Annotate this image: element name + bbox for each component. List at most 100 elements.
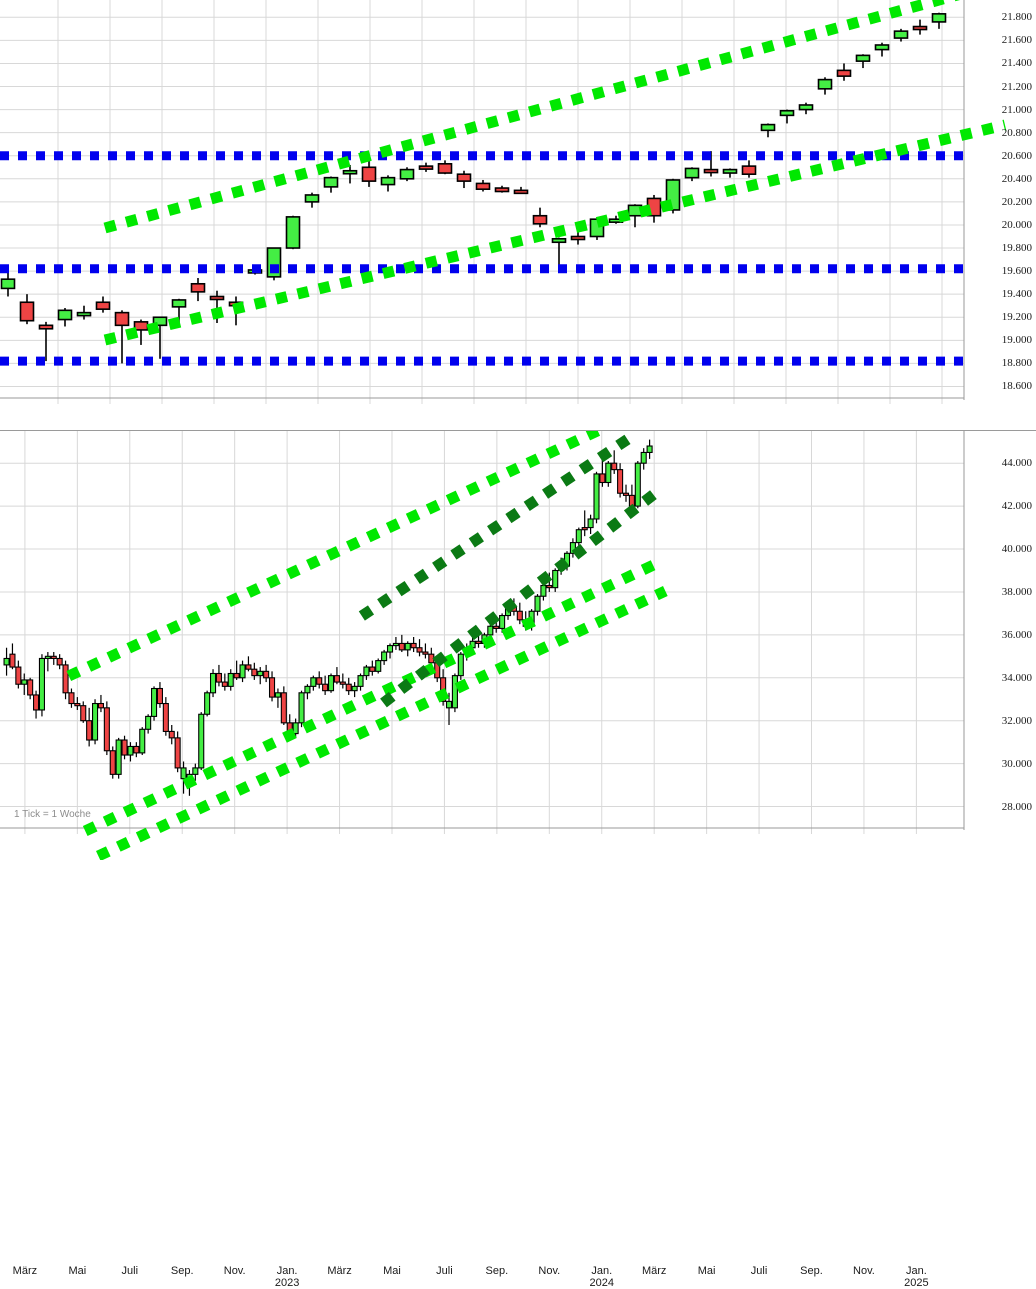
y-axis-tick-label: 19.200 <box>1001 311 1032 324</box>
candle-body <box>457 653 464 677</box>
candle-body <box>855 54 871 62</box>
y-axis-tick-label: 19.600 <box>1001 265 1032 278</box>
candle-body <box>174 737 181 769</box>
candle-body <box>121 739 128 756</box>
x-axis-tick-label: März <box>12 1265 38 1277</box>
candle-body <box>703 168 719 174</box>
candle-body <box>33 694 40 711</box>
upper-chart-canvas[interactable] <box>0 0 1036 430</box>
candle-body <box>327 675 335 692</box>
candle-body <box>114 311 130 327</box>
candle-body <box>722 168 738 174</box>
x-axis-tick-label: Sep. <box>485 1265 509 1277</box>
y-axis-tick-label: 20.200 <box>1001 195 1032 208</box>
candle-body <box>62 664 69 694</box>
candle-body <box>456 173 472 182</box>
candle-body <box>322 683 329 692</box>
candle-body <box>634 462 641 507</box>
x-axis-tick-sublabel: 2025 <box>904 1277 929 1289</box>
candle-body <box>532 214 548 225</box>
candle-body <box>304 194 320 203</box>
candle-body <box>57 309 73 321</box>
x-axis-tick-label: Mai <box>697 1265 716 1277</box>
candle-body <box>931 13 947 23</box>
y-axis-tick-label: 19.800 <box>1001 242 1032 255</box>
candle-body <box>546 584 553 589</box>
y-axis-tick-label: 40.000 <box>1001 543 1032 556</box>
candle-body <box>239 664 246 679</box>
candle-body <box>817 78 833 90</box>
x-axis-tick-label: Sep. <box>800 1265 823 1277</box>
y-axis-tick-label: 20.800 <box>1001 126 1032 139</box>
y-axis-tick-label: 18.800 <box>1001 357 1032 370</box>
y-axis-tick-label: 30.000 <box>1001 757 1032 770</box>
candle-body <box>587 518 594 529</box>
candle-body <box>339 681 346 685</box>
lower-chart-panel[interactable]: 44.000 42.000 40.000 38.000 36.000 34.000 32.0… <box>0 430 1036 1289</box>
x-axis-tick-label: März <box>327 1265 352 1277</box>
candle-body <box>798 104 814 111</box>
candle-body <box>38 657 46 711</box>
candle-body <box>0 278 16 290</box>
candle-body <box>437 163 453 174</box>
candle-body <box>404 642 411 651</box>
candle-body <box>381 651 388 662</box>
candle-body <box>97 702 104 709</box>
candle-body <box>475 182 491 190</box>
candle-body <box>363 666 370 677</box>
candle-series <box>0 12 947 364</box>
candle-body <box>257 670 264 677</box>
tick-interval-note: 1 Tick = 1 Woche <box>14 809 91 820</box>
candle-body <box>21 679 28 685</box>
candle-body <box>836 69 852 77</box>
candle-body <box>139 728 146 754</box>
candle-body <box>56 657 63 666</box>
candle-body <box>581 527 588 531</box>
candle-body <box>646 445 653 454</box>
candle-body <box>15 666 22 685</box>
x-axis-tick-sublabel: 2024 <box>589 1277 614 1289</box>
candle-body <box>552 569 559 589</box>
candle-body <box>221 681 228 687</box>
lower-chart-canvas[interactable] <box>0 431 1036 860</box>
candle-body <box>44 655 51 660</box>
candle-body <box>268 677 276 698</box>
x-axis-tick-label: Juli <box>750 1265 768 1277</box>
candle-body <box>209 295 225 301</box>
candle-body <box>392 642 399 647</box>
trend-channel-line <box>358 431 636 621</box>
trend-channel-line <box>380 488 659 708</box>
candle-body <box>640 451 647 464</box>
candle-body <box>190 282 206 293</box>
y-axis-tick-label: 19.400 <box>1001 288 1032 301</box>
y-axis-tick-label: 28.000 <box>1001 800 1032 813</box>
candle-body <box>133 745 140 754</box>
candle-body <box>74 702 81 707</box>
candle-body <box>27 679 34 696</box>
candle-body <box>19 301 35 322</box>
candle-body <box>168 730 175 739</box>
candle-body <box>145 715 152 730</box>
candle-body <box>162 702 169 732</box>
candle-body <box>227 672 234 687</box>
candle-body <box>9 653 16 668</box>
y-axis-tick-label: 19.000 <box>1001 334 1032 347</box>
upper-chart-panel[interactable]: 21.800 21.600 21.400 21.200 21.000 20.800 20.6… <box>0 0 1036 860</box>
x-axis-tick-label: Mai <box>383 1265 401 1277</box>
candle-body <box>150 687 158 717</box>
candle-body <box>127 745 134 756</box>
candle-body <box>345 683 352 692</box>
candle-body <box>233 672 240 679</box>
y-axis-tick-label: 21.400 <box>1001 57 1032 70</box>
y-axis-tick-label: 21.600 <box>1001 34 1032 47</box>
trend-channel-line <box>103 0 961 234</box>
candle-body <box>893 30 909 39</box>
candle-body <box>593 473 600 520</box>
candle-body <box>912 25 928 31</box>
candle-body <box>285 216 301 249</box>
candle-body <box>204 692 211 715</box>
x-axis-tick-label: Jan. 2023 <box>274 1265 300 1289</box>
y-axis-tick-label: 34.000 <box>1001 671 1032 684</box>
candle-body <box>280 692 287 724</box>
